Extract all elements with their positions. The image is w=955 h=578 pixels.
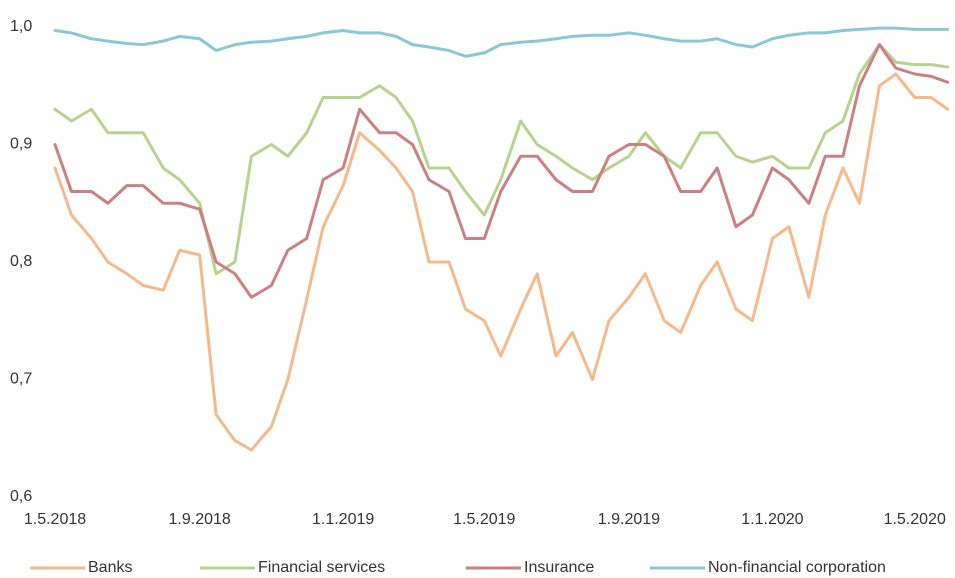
x-tick-label: 1.1.2019 [312, 511, 374, 528]
series-line [53, 72, 950, 452]
series-line [53, 43, 950, 299]
y-tick-label: 0,8 [10, 253, 32, 270]
x-tick-label: 1.5.2020 [884, 511, 946, 528]
x-tick-label: 1.1.2020 [741, 511, 803, 528]
x-tick-label: 1.9.2019 [598, 511, 660, 528]
y-tick-label: 0,9 [10, 136, 32, 153]
y-tick-label: 0,7 [10, 371, 32, 388]
series-line [53, 43, 950, 276]
series-line [53, 26, 950, 58]
x-tick-label: 1.5.2019 [453, 511, 515, 528]
legend-label: Financial services [258, 559, 385, 576]
y-tick-label: 0,6 [10, 488, 32, 505]
legend-label: Non-financial corporation [708, 559, 886, 576]
legend-label: Banks [88, 559, 132, 576]
x-tick-label: 1.9.2018 [169, 511, 231, 528]
y-tick-label: 1,0 [10, 18, 32, 35]
x-tick-label: 1.5.2018 [24, 511, 86, 528]
legend-label: Insurance [524, 559, 594, 576]
